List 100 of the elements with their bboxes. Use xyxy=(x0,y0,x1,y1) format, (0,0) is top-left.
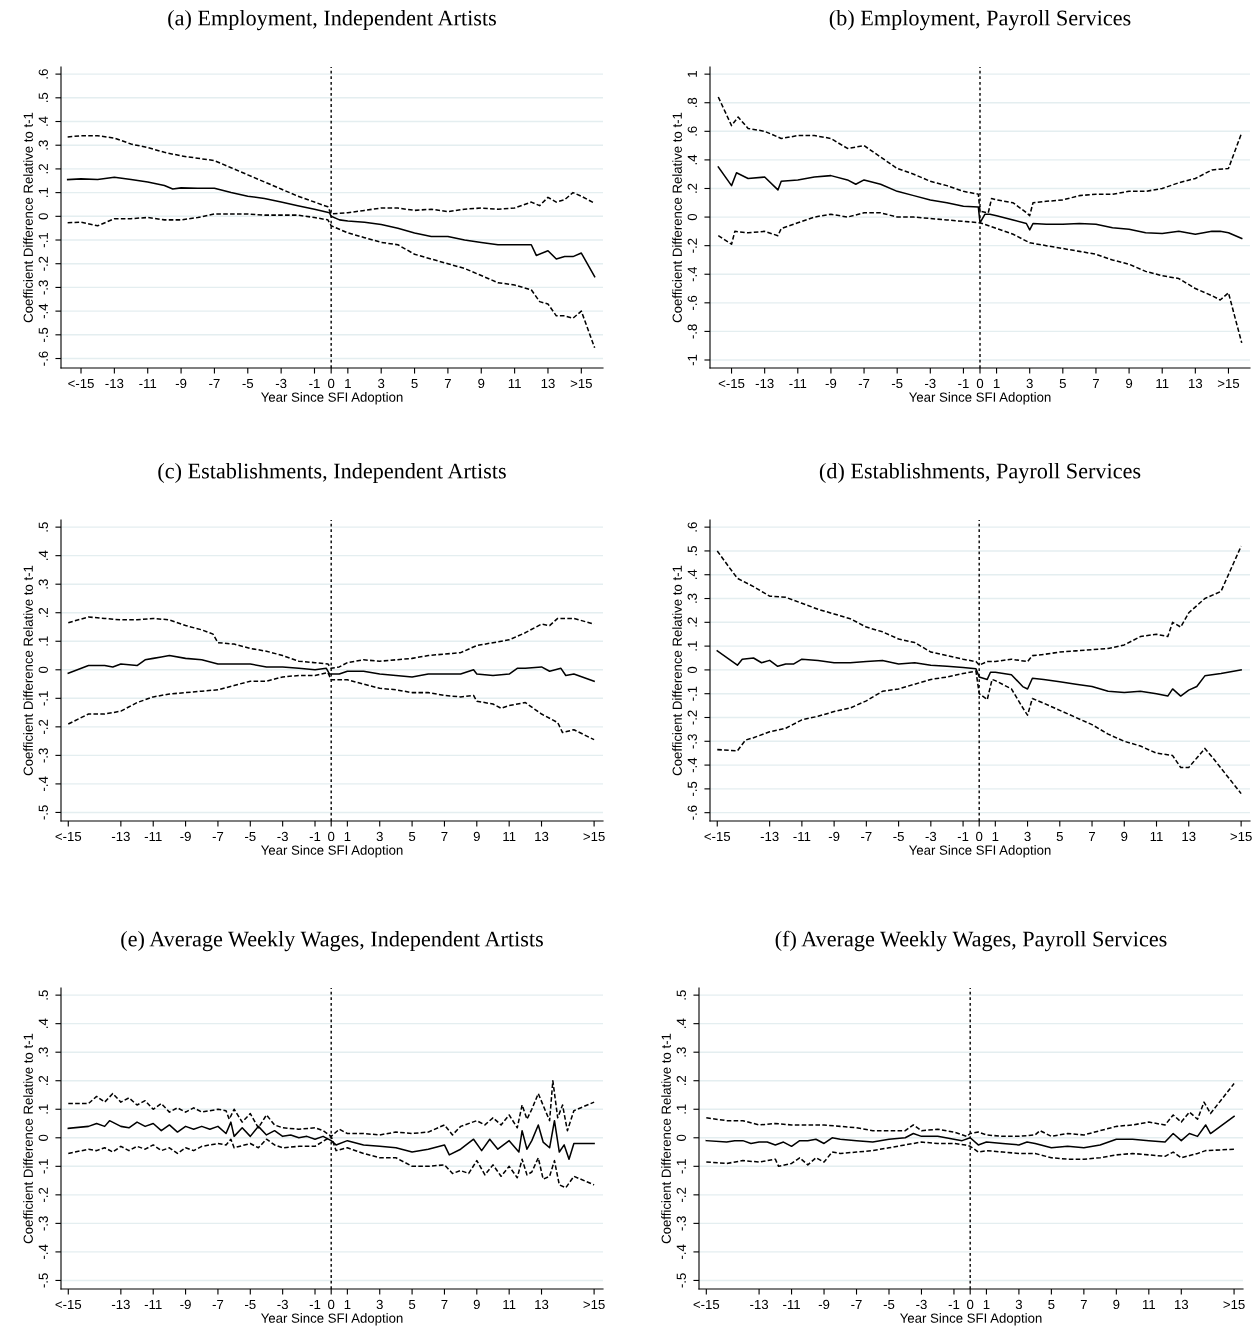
x-tick-label: 9 xyxy=(473,831,480,842)
x-tick-label: 3 xyxy=(378,378,385,389)
y-tick-label: .1 xyxy=(38,187,48,197)
x-tick-label: 7 xyxy=(441,1299,448,1309)
y-tick-label: .3 xyxy=(38,579,48,589)
x-tick-label: 1 xyxy=(993,378,1000,388)
x-tick-label: >15 xyxy=(1217,378,1240,389)
chart-title: (e) Average Weekly Wages, Independent Artists xyxy=(121,930,543,952)
x-tick-label: 9 xyxy=(1121,831,1128,842)
x-tick-label: -7 xyxy=(861,831,872,841)
y-tick-label: -.4 xyxy=(38,776,48,792)
x-tick-label: -3 xyxy=(925,831,937,842)
y-tick-label: .3 xyxy=(38,1047,48,1057)
y-tick-label: -.1 xyxy=(38,1159,48,1174)
x-tick-label: 11 xyxy=(503,1299,516,1309)
x-tick-label: -3 xyxy=(916,1299,927,1310)
y-tick-label: .5 xyxy=(687,545,697,556)
x-tick-label: 0 xyxy=(976,831,983,842)
x-tick-label: -1 xyxy=(957,831,969,841)
x-tick-label: -7 xyxy=(212,831,224,841)
x-tick-label: >15 xyxy=(583,1299,605,1310)
x-tick-label: 3 xyxy=(1026,378,1033,389)
y-tick-label: -.1 xyxy=(38,691,48,706)
x-tick-label: -11 xyxy=(793,831,811,841)
y-tick-label: .6 xyxy=(687,126,697,136)
x-tick-label: <-15 xyxy=(693,1299,720,1310)
x-tick-label: 5 xyxy=(408,1299,416,1310)
x-tick-label: 1 xyxy=(983,1299,990,1309)
x-tick-label: 0 xyxy=(328,378,335,389)
y-tick-label: .4 xyxy=(687,154,697,165)
x-tick-label: 5 xyxy=(408,831,416,842)
x-tick-label: 13 xyxy=(535,1299,549,1310)
y-tick-label: .2 xyxy=(687,183,697,193)
y-tick-label: 0 xyxy=(38,1134,48,1141)
x-tick-label: 3 xyxy=(376,831,383,842)
y-tick-label: -.5 xyxy=(38,327,48,342)
y-tick-label: .6 xyxy=(38,69,48,79)
x-tick-label: -7 xyxy=(858,378,870,388)
x-tick-label: -13 xyxy=(105,378,124,389)
y-tick-label: -.2 xyxy=(676,1187,686,1202)
y-tick-label: .3 xyxy=(687,593,697,603)
x-tick-label: -9 xyxy=(180,1299,191,1310)
y-tick-label: -.6 xyxy=(38,351,48,366)
x-tick-label: <-15 xyxy=(718,378,745,389)
y-tick-label: .5 xyxy=(676,990,686,1000)
x-tick-label: -11 xyxy=(789,378,807,388)
y-tick-label: .4 xyxy=(676,1018,686,1028)
y-tick-label: -.2 xyxy=(38,719,48,734)
x-tick-label: -1 xyxy=(309,831,321,841)
y-tick-label: -.3 xyxy=(38,1216,48,1231)
y-axis-title: Coefficient Difference Relative to t-1 xyxy=(23,1033,33,1244)
y-tick-label: 0 xyxy=(687,666,697,674)
x-tick-label: -5 xyxy=(245,1299,256,1310)
x-tick-label: 1 xyxy=(344,1299,351,1309)
chart-title: (a) Employment, Independent Artists xyxy=(168,9,496,31)
y-tick-label: .4 xyxy=(38,116,48,126)
y-tick-label: -.2 xyxy=(38,1187,48,1202)
x-tick-label: 9 xyxy=(1126,378,1133,389)
y-tick-label: .3 xyxy=(676,1047,686,1057)
y-tick-label: -.4 xyxy=(676,1244,686,1260)
x-tick-label: -7 xyxy=(212,1299,224,1309)
x-tick-label: -1 xyxy=(309,1299,321,1309)
x-tick-label: -5 xyxy=(893,831,904,842)
y-tick-label: -.4 xyxy=(687,266,697,282)
x-tick-label: 1 xyxy=(992,831,999,841)
x-tick-label: 5 xyxy=(1056,831,1063,842)
x-tick-label: >15 xyxy=(583,831,605,842)
x-tick-label: -1 xyxy=(948,1299,960,1309)
x-tick-label: 5 xyxy=(411,378,418,389)
y-tick-label: .2 xyxy=(676,1075,686,1086)
x-tick-label: 11 xyxy=(1150,831,1163,841)
x-tick-label: -3 xyxy=(275,378,287,389)
y-axis-title: Coefficient Difference Relative to t-1 xyxy=(672,112,682,323)
y-tick-label: 0 xyxy=(676,1134,686,1141)
x-tick-label: <-15 xyxy=(68,378,94,389)
x-tick-label: -9 xyxy=(175,378,187,389)
x-tick-label: 13 xyxy=(1189,378,1203,389)
x-tick-label: 13 xyxy=(535,831,549,842)
x-tick-label: -9 xyxy=(180,831,191,842)
y-tick-label: .4 xyxy=(38,1018,48,1028)
y-tick-label: -.1 xyxy=(687,686,697,701)
y-tick-label: 1 xyxy=(687,71,697,77)
y-tick-label: -.3 xyxy=(687,734,697,749)
y-tick-label: .5 xyxy=(38,522,48,532)
y-tick-label: -.4 xyxy=(38,1244,48,1260)
x-tick-label: -11 xyxy=(144,831,162,841)
x-tick-label: -13 xyxy=(760,831,779,842)
y-tick-label: .8 xyxy=(687,97,697,108)
x-tick-label: 9 xyxy=(1113,1299,1120,1310)
x-tick-label: -1 xyxy=(309,378,320,388)
x-tick-label: 7 xyxy=(1080,1299,1087,1309)
x-tick-label: >15 xyxy=(570,378,592,389)
x-tick-label: -11 xyxy=(144,1299,162,1309)
y-tick-label: -.4 xyxy=(687,757,697,773)
x-tick-label: -7 xyxy=(209,378,220,388)
x-tick-label: 0 xyxy=(328,831,335,842)
x-tick-label: -9 xyxy=(825,378,837,389)
y-tick-label: .6 xyxy=(687,522,697,532)
y-tick-label: 0 xyxy=(38,213,48,220)
y-tick-label: .3 xyxy=(38,140,48,150)
